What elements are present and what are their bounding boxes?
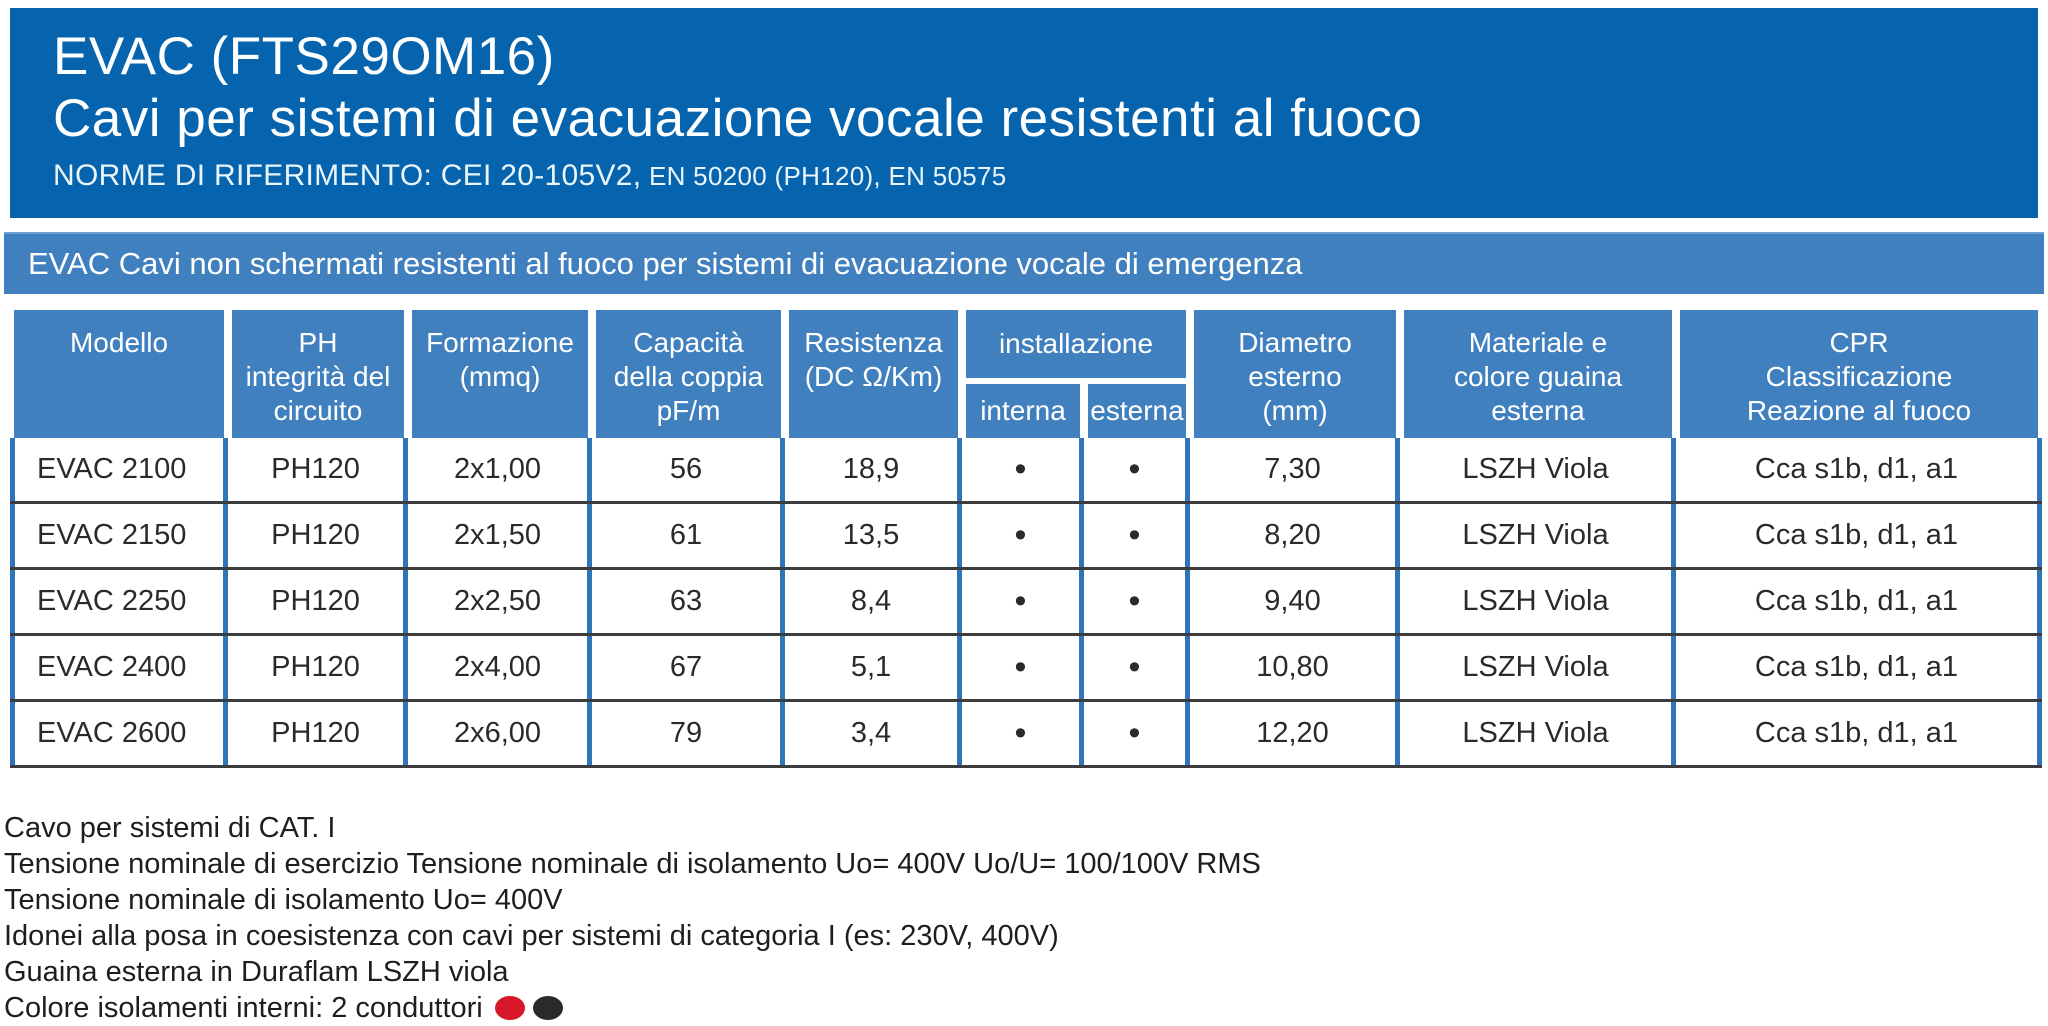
table-body: EVAC 2100 PH120 2x1,00 56 18,9 • • 7,30 LSZH Vio… — [10, 438, 2042, 768]
col-header-interna: interna — [966, 384, 1080, 438]
table-row: EVAC 2100 PH120 2x1,00 56 18,9 • • 7,30 LSZH Vio… — [10, 438, 2042, 504]
cell-ph: PH120 — [228, 438, 408, 501]
cell-model: EVAC 2250 — [10, 570, 228, 633]
col-header-ph: PH integrità del circuito — [232, 310, 404, 438]
cell-formation: 2x6,00 — [408, 702, 592, 765]
cell-diameter: 7,30 — [1190, 438, 1400, 501]
cell-ph: PH120 — [228, 636, 408, 699]
cell-diameter: 10,80 — [1190, 636, 1400, 699]
col-header-modello: Modello — [14, 310, 224, 438]
table-row: EVAC 2400 PH120 2x4,00 67 5,1 • • 10,80 LSZH Vio… — [10, 636, 2042, 702]
cell-sheath: LSZH Viola — [1400, 702, 1676, 765]
cell-cpr: Cca s1b, d1, a1 — [1676, 636, 2042, 699]
cell-internal: • — [962, 702, 1084, 765]
cell-resistance: 5,1 — [785, 636, 962, 699]
cell-internal: • — [962, 438, 1084, 501]
cell-resistance: 18,9 — [785, 438, 962, 501]
cell-ph: PH120 — [228, 702, 408, 765]
table-row: EVAC 2150 PH120 2x1,50 61 13,5 • • 8,20 LSZH Vio… — [10, 504, 2042, 570]
cell-external: • — [1084, 702, 1190, 765]
cell-diameter: 8,20 — [1190, 504, 1400, 567]
page-subtitle: Cavi per sistemi di evacuazione vocale r… — [53, 89, 1423, 148]
note-line: Idonei alla posa in coesistenza con cavi… — [4, 920, 1059, 952]
cell-internal: • — [962, 570, 1084, 633]
cell-capacity: 67 — [592, 636, 785, 699]
cell-sheath: LSZH Viola — [1400, 636, 1676, 699]
cell-cpr: Cca s1b, d1, a1 — [1676, 570, 2042, 633]
table-row: EVAC 2250 PH120 2x2,50 63 8,4 • • 9,40 LSZH Viol… — [10, 570, 2042, 636]
cell-ph: PH120 — [228, 570, 408, 633]
cell-sheath: LSZH Viola — [1400, 570, 1676, 633]
norms-prefix: NORME DI RIFERIMENTO: CEI 20-105V2, — [53, 159, 642, 192]
cell-external: • — [1084, 504, 1190, 567]
cell-capacity: 63 — [592, 570, 785, 633]
section-band: EVAC Cavi non schermati resistenti al fu… — [4, 232, 2044, 294]
cell-model: EVAC 2400 — [10, 636, 228, 699]
col-header-diametro: Diametro esterno (mm) — [1194, 310, 1396, 438]
cell-resistance: 3,4 — [785, 702, 962, 765]
cell-external: • — [1084, 636, 1190, 699]
table-row: EVAC 2600 PH120 2x6,00 79 3,4 • • 12,20 LSZH Vio… — [10, 702, 2042, 768]
norms-suffix: EN 50200 (PH120), EN 50575 — [641, 161, 1007, 191]
table-header: Modello PH integrità del circuito Formaz… — [10, 310, 2042, 438]
cell-resistance: 8,4 — [785, 570, 962, 633]
product-table: Modello PH integrità del circuito Formaz… — [10, 310, 2042, 768]
cell-external: • — [1084, 438, 1190, 501]
header: EVAC (FTS29OM16) Cavi per sistemi di eva… — [10, 8, 2038, 218]
col-header-guaina: Materiale e colore guaina esterna — [1404, 310, 1672, 438]
note-line-conductors: Colore isolamenti interni: 2 conduttori — [4, 990, 1261, 1026]
cell-internal: • — [962, 504, 1084, 567]
cell-model: EVAC 2600 — [10, 702, 228, 765]
page-title: EVAC (FTS29OM16) — [53, 27, 555, 86]
cell-diameter: 12,20 — [1190, 702, 1400, 765]
conductors-label: Colore isolamenti interni: 2 conduttori — [4, 992, 483, 1024]
note-line: Tensione nominale di isolamento Uo= 400V — [4, 884, 563, 916]
cell-internal: • — [962, 636, 1084, 699]
cell-resistance: 13,5 — [785, 504, 962, 567]
red-conductor-dot — [494, 996, 525, 1020]
cell-cpr: Cca s1b, d1, a1 — [1676, 504, 2042, 567]
cell-formation: 2x4,00 — [408, 636, 592, 699]
note-line: Tensione nominale di esercizio Tensione … — [4, 848, 1261, 880]
cell-cpr: Cca s1b, d1, a1 — [1676, 702, 2042, 765]
col-header-esterna: esterna — [1088, 384, 1186, 438]
cell-model: EVAC 2100 — [10, 438, 228, 501]
cell-external: • — [1084, 570, 1190, 633]
cell-model: EVAC 2150 — [10, 504, 228, 567]
col-header-formazione: Formazione (mmq) — [412, 310, 588, 438]
cell-cpr: Cca s1b, d1, a1 — [1676, 438, 2042, 501]
col-header-resistenza: Resistenza (DC Ω/Km) — [789, 310, 958, 438]
cell-capacity: 79 — [592, 702, 785, 765]
note-line: Guaina esterna in Duraflam LSZH viola — [4, 956, 509, 988]
col-header-installazione: installazione — [966, 310, 1186, 378]
cell-sheath: LSZH Viola — [1400, 438, 1676, 501]
note-line: Cavo per sistemi di CAT. I — [4, 812, 336, 844]
col-header-cpr: CPR Classificazione Reazione al fuoco — [1680, 310, 2038, 438]
reference-norms: NORME DI RIFERIMENTO: CEI 20-105V2, EN 5… — [53, 159, 2038, 193]
cell-sheath: LSZH Viola — [1400, 504, 1676, 567]
cell-formation: 2x1,50 — [408, 504, 592, 567]
cell-diameter: 9,40 — [1190, 570, 1400, 633]
footer-notes: Cavo per sistemi di CAT. I Tensione nomi… — [4, 810, 1261, 1026]
cell-ph: PH120 — [228, 504, 408, 567]
cell-formation: 2x1,00 — [408, 438, 592, 501]
col-header-capacita: Capacità della coppia pF/m — [596, 310, 781, 438]
cell-capacity: 56 — [592, 438, 785, 501]
cell-capacity: 61 — [592, 504, 785, 567]
black-conductor-dot — [532, 996, 563, 1020]
cell-formation: 2x2,50 — [408, 570, 592, 633]
